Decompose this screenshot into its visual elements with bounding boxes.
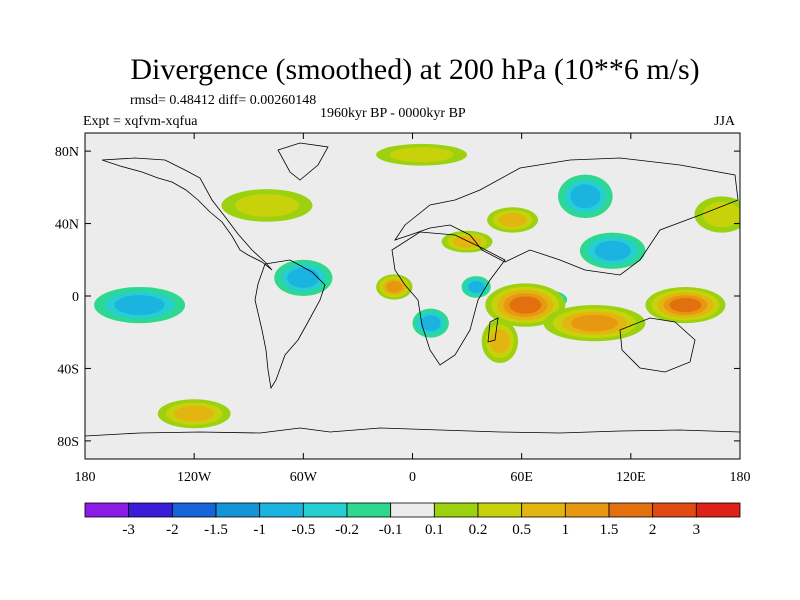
contour-band [424, 318, 437, 328]
anomaly-positive-4 [481, 319, 519, 364]
colorbar-swatch [521, 502, 566, 518]
anomaly-positive-2 [543, 305, 646, 342]
contour-band [576, 189, 595, 204]
colorbar-swatch [171, 502, 217, 518]
divergence-field [94, 143, 740, 429]
contour-band [504, 215, 521, 225]
contour-band [293, 272, 313, 284]
x-tick-label: 120E [616, 470, 646, 485]
colorbar-label: -0.5 [291, 522, 315, 538]
colorbar-swatch [215, 502, 261, 518]
coastline-antarctica [85, 427, 740, 437]
anomaly-positive-7 [487, 207, 539, 233]
colorbar: -3 -2 -1.5 -1 -0.5 -0.2 -0.1 0.1 0.2 0.5 1 1.5 2 3 [84, 502, 741, 538]
contour-band [580, 318, 609, 329]
colorbar-label: -0.1 [379, 522, 403, 538]
season-text: JJA [714, 114, 736, 129]
experiment-text: Expt = xqfvm-xqfua [83, 114, 198, 129]
x-axis: 180 120W 60W 0 60E 120E 180 [75, 133, 751, 485]
y-tick-label: 80S [57, 435, 79, 450]
contour-band [389, 283, 400, 291]
anomaly-positive-5 [376, 274, 413, 300]
colorbar-label: 0.5 [512, 522, 531, 538]
colorbar-swatch [564, 502, 610, 518]
y-tick-label: 80N [55, 145, 79, 160]
anomaly-positive-3 [645, 286, 726, 324]
colorbar-label: -2 [166, 522, 179, 538]
plot-title: Divergence (smoothed) at 200 hPa (10**6 … [130, 53, 700, 86]
colorbar-label: 3 [693, 522, 701, 538]
colorbar-label: 1.5 [600, 522, 619, 538]
x-tick-label: 0 [409, 470, 416, 485]
colorbar-label: -1 [253, 522, 266, 538]
colorbar-swatch [128, 502, 173, 518]
y-tick-label: 40N [55, 218, 79, 233]
colorbar-label: -0.2 [335, 522, 359, 538]
anomaly-positive-10 [157, 399, 231, 429]
y-tick-label: 0 [72, 290, 79, 305]
colorbar-swatch [652, 502, 697, 518]
colorbar-swatch [302, 502, 348, 518]
contour-band [182, 409, 206, 419]
coastline-africa [391, 231, 506, 366]
coastline-north-america [101, 157, 273, 271]
coastline-madagascar [487, 317, 499, 343]
colorbar-label: -3 [122, 522, 135, 538]
y-tick-label: 40S [57, 362, 79, 377]
x-tick-label: 60W [290, 470, 318, 485]
x-tick-label: 180 [730, 470, 751, 485]
stats-text: rmsd= 0.48412 diff= 0.00260148 [130, 93, 317, 108]
period-text: 1960kyr BP - 0000kyr BP [320, 106, 466, 121]
contour-band [403, 150, 440, 160]
colorbar-swatch [390, 502, 435, 518]
colorbar-swatch [433, 502, 479, 518]
colorbar-label: 0.2 [469, 522, 488, 538]
anomaly-negative-16 [461, 276, 491, 298]
colorbar-swatch [259, 502, 304, 518]
coastlines [85, 142, 740, 437]
contour-band [458, 238, 476, 246]
anomaly-positive-17 [694, 196, 740, 233]
colorbar-label: -1.5 [204, 522, 228, 538]
colorbar-swatch [346, 502, 392, 518]
colorbar-swatch [84, 502, 130, 518]
colorbar-label: 0.1 [425, 522, 444, 538]
y-axis: 80N 40N 0 40S 80S [55, 145, 740, 450]
colorbar-swatch [608, 502, 654, 518]
coastline-south-america [254, 259, 326, 390]
contour-band [601, 244, 624, 257]
colorbar-label: 2 [649, 522, 657, 538]
contour-band [124, 299, 155, 311]
contour-band [493, 334, 506, 349]
anomaly-positive-9 [376, 143, 468, 166]
coastline-australia [619, 317, 696, 373]
anomaly-positive-8 [221, 189, 313, 222]
colorbar-swatch [477, 502, 523, 518]
x-tick-label: 60E [510, 470, 533, 485]
anomaly-negative-15 [412, 308, 449, 338]
x-tick-label: 120W [177, 470, 212, 485]
contour-band [471, 283, 481, 291]
colorbar-swatch [695, 502, 741, 518]
anomaly-negative-11 [579, 232, 646, 269]
anomaly-negative-14 [94, 286, 186, 324]
anomaly-positive-1 [485, 283, 566, 327]
coastline-eurasia [394, 157, 739, 276]
coastline-greenland [277, 142, 329, 181]
contour-band [675, 300, 696, 310]
contour-band [710, 207, 733, 222]
anomaly-negative-12 [558, 174, 613, 219]
contour-band [248, 198, 286, 212]
anomaly-negative-13 [274, 259, 333, 296]
x-tick-label: 180 [75, 470, 96, 485]
colorbar-label: 1 [562, 522, 570, 538]
contour-band [515, 299, 536, 311]
